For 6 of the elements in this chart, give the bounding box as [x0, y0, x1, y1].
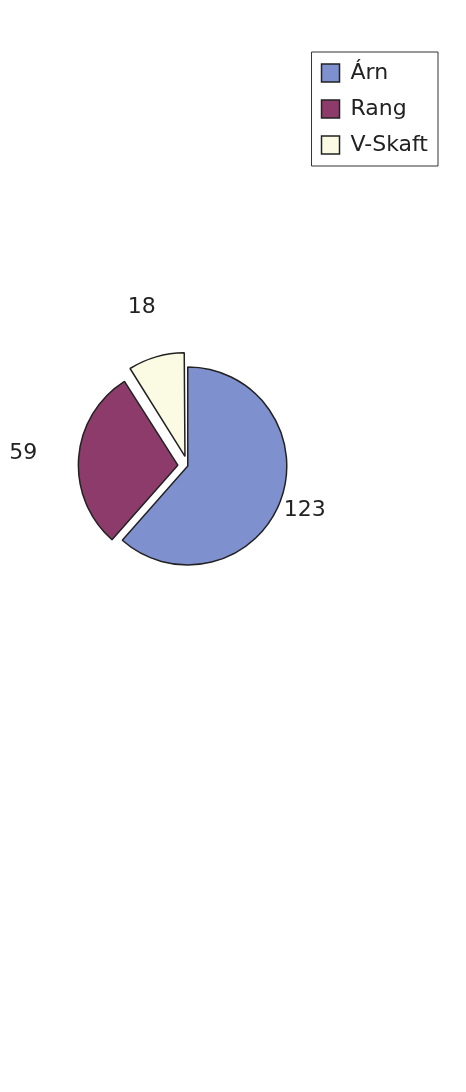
legend-label: V-Skaft: [350, 130, 429, 156]
legend-label: Rang: [350, 94, 407, 120]
data-label: 123: [283, 495, 326, 521]
legend-label: Árn: [350, 58, 389, 84]
data-label: 59: [9, 438, 38, 464]
data-label: 18: [127, 293, 156, 319]
